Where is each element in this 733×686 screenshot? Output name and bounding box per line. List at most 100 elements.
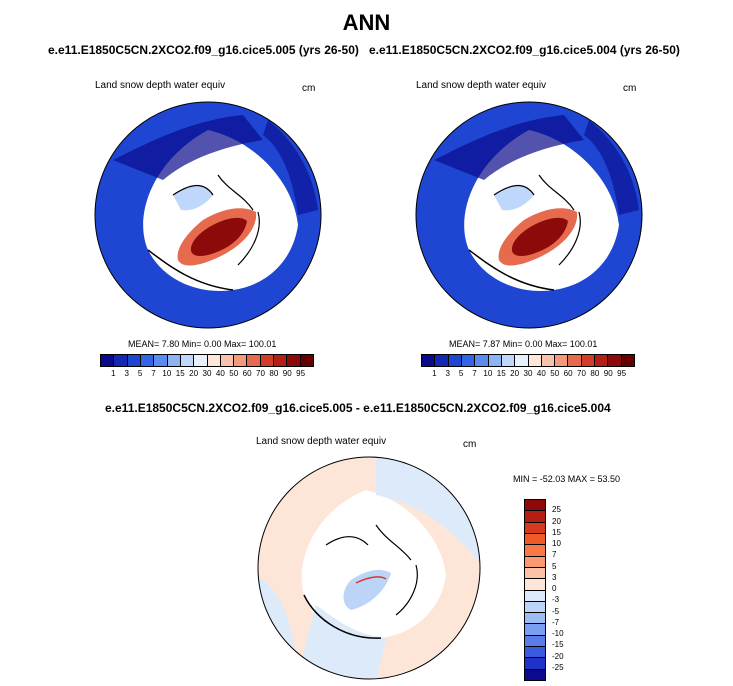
colorbar-swatch	[501, 355, 516, 366]
colorbar-swatch	[154, 355, 168, 366]
colorbar-tick-label: -7	[552, 617, 560, 627]
colorbar-swatch	[525, 556, 545, 568]
colorbar-swatch	[525, 635, 545, 648]
colorbar-tick-label: 40	[215, 369, 225, 378]
colorbar-tick-label: 5	[458, 369, 464, 378]
colorbar-tick-label: 80	[269, 369, 279, 378]
colorbar-tick-label: 7	[472, 369, 477, 378]
colorbar-swatch	[194, 355, 208, 366]
colorbar-swatch	[488, 355, 502, 366]
colorbar-swatch	[555, 355, 569, 366]
panel-2-polar-map	[415, 101, 643, 329]
colorbar-tick-label: 40	[536, 369, 546, 378]
colorbar-tick-label: 7	[552, 550, 557, 560]
colorbar-swatch	[525, 567, 545, 580]
colorbar-swatch	[525, 533, 545, 546]
colorbar-swatch	[461, 355, 476, 366]
colorbar-tick-label: 15	[552, 527, 561, 537]
colorbar-swatch	[274, 355, 288, 366]
colorbar-tick-label: 3	[124, 369, 129, 378]
colorbar-swatch	[525, 579, 545, 591]
panel-1-polar-map	[94, 101, 322, 329]
colorbar-swatch	[300, 355, 313, 366]
colorbar-tick-label: -25	[552, 662, 564, 672]
colorbar-tick-label: 0	[552, 584, 557, 593]
colorbar-tick-label: -20	[552, 651, 564, 661]
colorbar-tick-label: 15	[496, 369, 506, 378]
colorbar-tick-label: 20	[510, 369, 520, 378]
colorbar-tick-label: 20	[189, 369, 199, 378]
colorbar-tick-label: 50	[550, 369, 560, 378]
colorbar-tick-label: 3	[552, 572, 557, 582]
colorbar-swatch	[220, 355, 235, 366]
colorbar-swatch	[114, 355, 128, 366]
colorbar-swatch	[595, 355, 609, 366]
colorbar-swatch	[448, 355, 462, 366]
colorbar-swatch	[435, 355, 449, 366]
colorbar-tick-label: 1	[432, 369, 437, 378]
colorbar-swatch	[581, 355, 596, 366]
colorbar-swatch	[541, 355, 556, 366]
colorbar-tick-label: 5	[137, 369, 143, 378]
panel-2-colorbar-labels: 1 3 5 7 10 15 20 30 40 50 60 70 80 90 95	[421, 369, 635, 381]
colorbar-tick-label: 90	[282, 369, 292, 378]
colorbar-tick-label: 15	[175, 369, 185, 378]
colorbar-tick-label: 25	[552, 505, 561, 515]
colorbar-tick-label: -3	[552, 595, 560, 605]
diff-variable-label: Land snow depth water equiv	[256, 436, 387, 447]
colorbar-tick-label: 20	[552, 516, 561, 526]
panel-2-colorbar	[421, 354, 635, 367]
colorbar-swatch	[525, 500, 545, 512]
colorbar-swatch	[525, 624, 545, 636]
colorbar-swatch	[287, 355, 301, 366]
colorbar-tick-label: 60	[563, 369, 573, 378]
colorbar-tick-label: 7	[151, 369, 156, 378]
diff-subtitle: e.e11.E1850C5CN.2XCO2.f09_g16.cice5.005 …	[105, 401, 611, 415]
figure-title: ANN	[342, 10, 391, 35]
colorbar-swatch	[101, 355, 115, 366]
panel-1-units-label: cm	[302, 83, 316, 94]
colorbar-tick-label: 10	[552, 539, 561, 548]
colorbar-tick-label: -15	[552, 640, 564, 650]
colorbar-tick-label: 30	[523, 369, 533, 378]
colorbar-swatch	[621, 355, 634, 366]
colorbar-swatch	[140, 355, 155, 366]
colorbar-swatch	[515, 355, 529, 366]
colorbar-tick-label: 80	[590, 369, 600, 378]
colorbar-tick-label: 1	[111, 369, 116, 378]
colorbar-swatch	[525, 545, 545, 557]
colorbar-tick-label: 30	[202, 369, 212, 378]
colorbar-swatch	[525, 647, 545, 659]
colorbar-tick-label: 70	[256, 369, 265, 378]
colorbar-swatch	[127, 355, 141, 366]
colorbar-tick-label: 70	[577, 369, 586, 378]
colorbar-swatch	[525, 511, 545, 523]
panel-1-colorbar	[100, 354, 314, 367]
panel-1-colorbar-labels: 1 3 5 7 10 15 20 30 40 50 60 70 80 90 95	[100, 369, 314, 381]
diff-colorbar	[524, 499, 546, 681]
colorbar-swatch	[234, 355, 248, 366]
panel-2-stats: MEAN= 7.87 Min= 0.00 Max= 100.01	[449, 339, 598, 349]
panel-2-units-label: cm	[623, 83, 637, 94]
panel-1-stats: MEAN= 7.80 Min= 0.00 Max= 100.01	[128, 339, 277, 349]
diff-stats: MIN = -52.03 MAX = 53.50	[513, 474, 621, 484]
colorbar-tick-label: 10	[162, 369, 172, 378]
colorbar-swatch	[207, 355, 221, 366]
panel-2-variable-label: Land snow depth water equiv	[416, 80, 547, 91]
colorbar-swatch	[525, 522, 545, 534]
colorbar-tick-label: 60	[242, 369, 252, 378]
colorbar-swatch	[260, 355, 275, 366]
diff-polar-map	[257, 456, 481, 680]
colorbar-swatch	[525, 658, 545, 670]
colorbar-tick-label: 10	[483, 369, 493, 378]
colorbar-tick-label: 95	[296, 369, 306, 378]
colorbar-tick-label: 50	[229, 369, 239, 378]
colorbar-tick-label: 95	[617, 369, 627, 378]
colorbar-swatch	[475, 355, 489, 366]
panel-2-subtitle: e.e11.E1850C5CN.2XCO2.f09_g16.cice5.004 …	[369, 43, 680, 57]
diff-units-label: cm	[463, 439, 477, 450]
colorbar-tick-label: -5	[552, 606, 560, 616]
colorbar-swatch	[247, 355, 261, 366]
colorbar-tick-label: -10	[552, 629, 564, 638]
colorbar-swatch	[180, 355, 195, 366]
